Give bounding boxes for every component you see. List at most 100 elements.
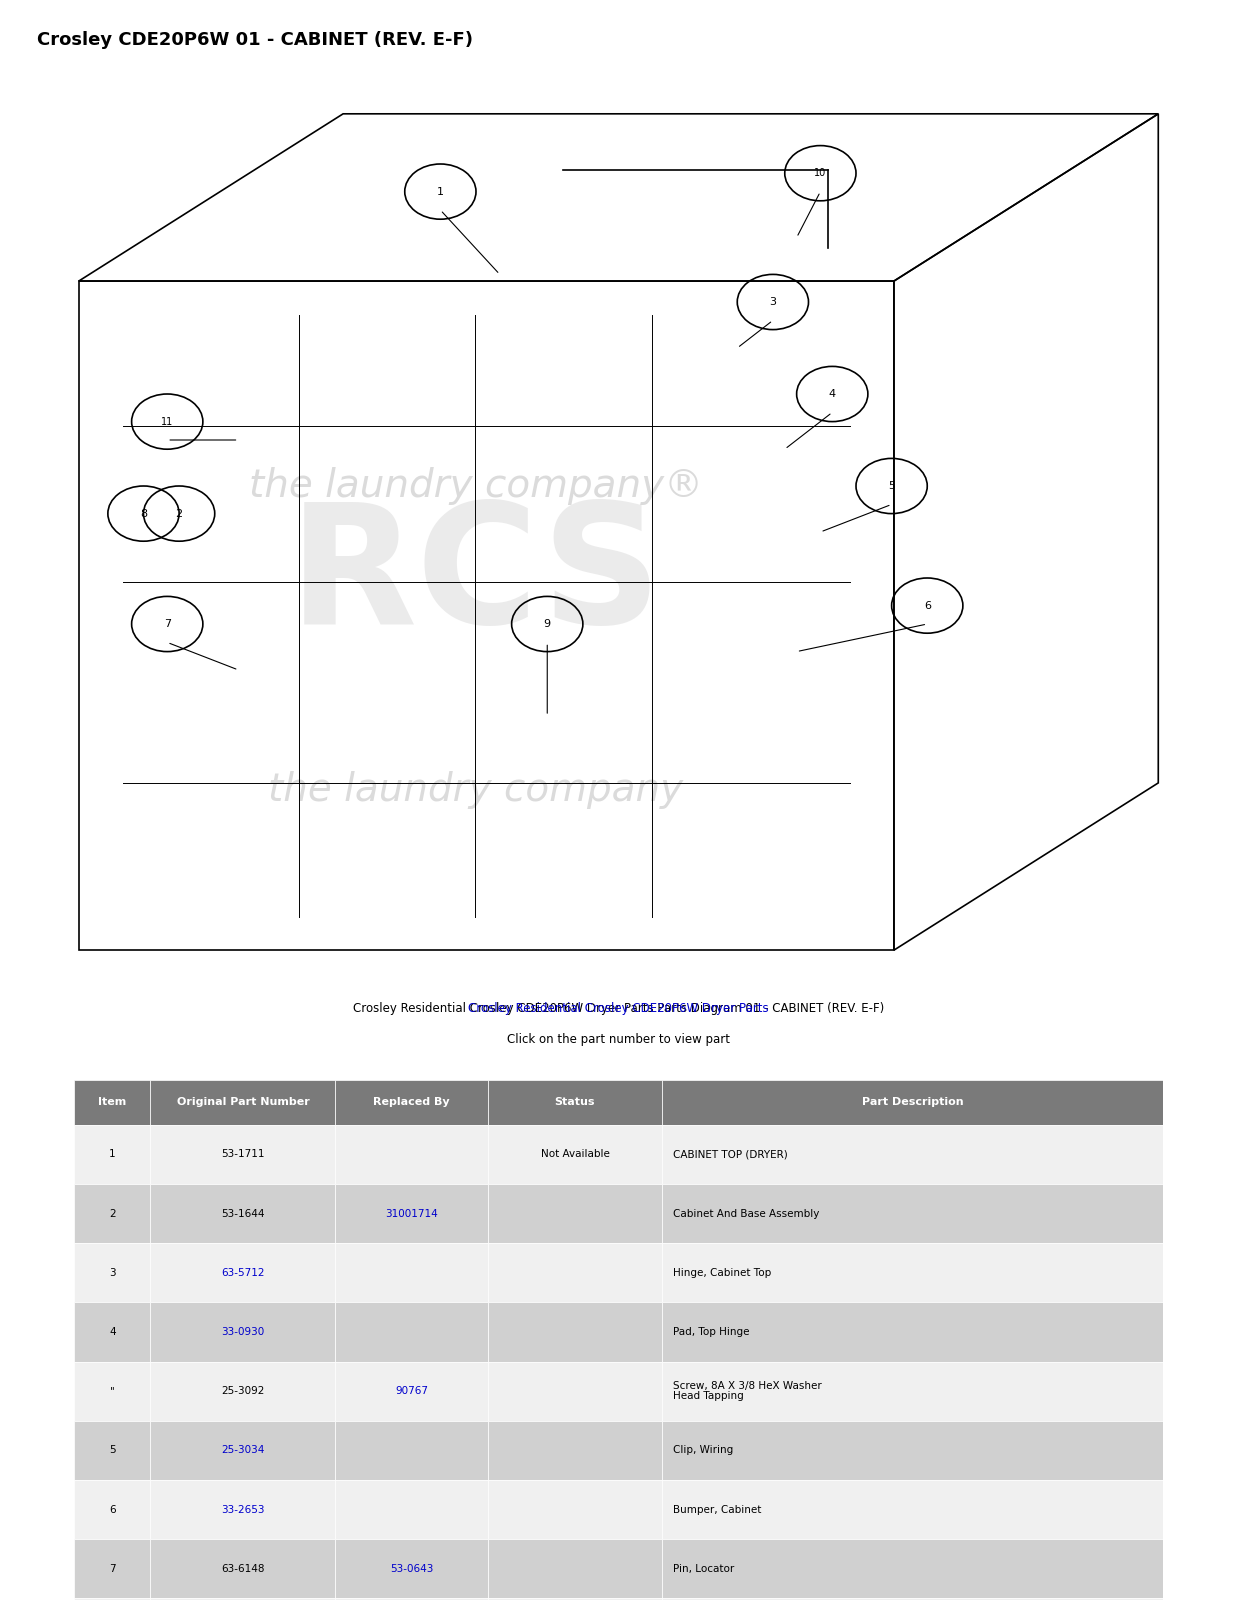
Text: Part Description: Part Description [862, 1098, 964, 1107]
FancyBboxPatch shape [74, 1184, 151, 1243]
FancyBboxPatch shape [662, 1243, 1163, 1302]
Text: Status: Status [554, 1098, 595, 1107]
Text: 31001714: 31001714 [385, 1208, 438, 1219]
Text: Crosley Residential Crosley CDE20P6W Dryer Parts Parts Diagram 01 - CABINET (REV: Crosley Residential Crosley CDE20P6W Dry… [353, 1002, 884, 1016]
FancyBboxPatch shape [335, 1480, 487, 1539]
Text: 63-5712: 63-5712 [221, 1267, 265, 1278]
Text: Cabinet And Base Assembly: Cabinet And Base Assembly [673, 1208, 819, 1219]
Text: Click on the part number to view part: Click on the part number to view part [507, 1034, 730, 1046]
FancyBboxPatch shape [335, 1184, 487, 1243]
Text: Pad, Top Hinge: Pad, Top Hinge [673, 1326, 750, 1338]
Text: 4: 4 [109, 1326, 115, 1338]
FancyBboxPatch shape [487, 1362, 662, 1421]
FancyBboxPatch shape [74, 1421, 151, 1480]
Text: 53-1711: 53-1711 [221, 1149, 265, 1160]
Text: ": " [110, 1386, 115, 1397]
FancyBboxPatch shape [662, 1302, 1163, 1362]
FancyBboxPatch shape [487, 1480, 662, 1539]
FancyBboxPatch shape [151, 1480, 335, 1539]
FancyBboxPatch shape [662, 1539, 1163, 1598]
Text: 7: 7 [163, 619, 171, 629]
Text: 53-1644: 53-1644 [221, 1208, 265, 1219]
FancyBboxPatch shape [487, 1539, 662, 1598]
FancyBboxPatch shape [151, 1362, 335, 1421]
FancyBboxPatch shape [662, 1362, 1163, 1421]
FancyBboxPatch shape [487, 1243, 662, 1302]
FancyBboxPatch shape [662, 1598, 1163, 1600]
FancyBboxPatch shape [335, 1539, 487, 1598]
FancyBboxPatch shape [335, 1243, 487, 1302]
Text: 7: 7 [109, 1563, 115, 1574]
FancyBboxPatch shape [487, 1421, 662, 1480]
Text: Screw, 8A X 3/8 HeX Washer: Screw, 8A X 3/8 HeX Washer [673, 1381, 821, 1390]
FancyBboxPatch shape [335, 1125, 487, 1184]
Text: 1: 1 [437, 187, 444, 197]
Text: Hinge, Cabinet Top: Hinge, Cabinet Top [673, 1267, 771, 1278]
Text: RCS: RCS [289, 496, 663, 659]
Text: 3: 3 [769, 298, 777, 307]
Text: 53-0643: 53-0643 [390, 1563, 433, 1574]
FancyBboxPatch shape [662, 1080, 1163, 1125]
Text: 3: 3 [109, 1267, 115, 1278]
Text: Crosley CDE20P6W 01 - CABINET (REV. E-F): Crosley CDE20P6W 01 - CABINET (REV. E-F) [37, 30, 473, 50]
FancyBboxPatch shape [335, 1362, 487, 1421]
FancyBboxPatch shape [335, 1598, 487, 1600]
FancyBboxPatch shape [487, 1184, 662, 1243]
FancyBboxPatch shape [151, 1539, 335, 1598]
Text: 4: 4 [829, 389, 836, 398]
FancyBboxPatch shape [151, 1080, 335, 1125]
Text: 63-6148: 63-6148 [221, 1563, 265, 1574]
Text: 25-3092: 25-3092 [221, 1386, 265, 1397]
FancyBboxPatch shape [662, 1480, 1163, 1539]
Text: 6: 6 [924, 600, 930, 611]
Text: Not Available: Not Available [541, 1149, 610, 1160]
Text: Clip, Wiring: Clip, Wiring [673, 1445, 734, 1456]
Text: 2: 2 [176, 509, 183, 518]
Text: 8: 8 [140, 509, 147, 518]
Text: 11: 11 [161, 416, 173, 427]
FancyBboxPatch shape [662, 1184, 1163, 1243]
Text: 9: 9 [544, 619, 550, 629]
FancyBboxPatch shape [151, 1125, 335, 1184]
FancyBboxPatch shape [74, 1125, 151, 1184]
FancyBboxPatch shape [74, 1598, 151, 1600]
FancyBboxPatch shape [151, 1302, 335, 1362]
Text: 5: 5 [888, 482, 896, 491]
FancyBboxPatch shape [74, 1480, 151, 1539]
FancyBboxPatch shape [662, 1421, 1163, 1480]
FancyBboxPatch shape [74, 1539, 151, 1598]
Text: 90767: 90767 [395, 1386, 428, 1397]
Text: 33-0930: 33-0930 [221, 1326, 265, 1338]
FancyBboxPatch shape [335, 1421, 487, 1480]
Text: Head Tapping: Head Tapping [673, 1392, 743, 1402]
Text: 5: 5 [109, 1445, 115, 1456]
FancyBboxPatch shape [662, 1125, 1163, 1184]
Text: the laundry company®: the laundry company® [249, 467, 703, 506]
Text: CABINET TOP (DRYER): CABINET TOP (DRYER) [673, 1149, 788, 1160]
FancyBboxPatch shape [487, 1125, 662, 1184]
Text: Item: Item [98, 1098, 126, 1107]
Text: 25-3034: 25-3034 [221, 1445, 265, 1456]
Text: Original Part Number: Original Part Number [177, 1098, 309, 1107]
FancyBboxPatch shape [151, 1598, 335, 1600]
FancyBboxPatch shape [151, 1243, 335, 1302]
Text: 2: 2 [109, 1208, 115, 1219]
Text: Bumper, Cabinet: Bumper, Cabinet [673, 1504, 761, 1515]
Text: 6: 6 [109, 1504, 115, 1515]
Text: Pin, Locator: Pin, Locator [673, 1563, 735, 1574]
FancyBboxPatch shape [487, 1302, 662, 1362]
FancyBboxPatch shape [487, 1598, 662, 1600]
Text: 10: 10 [814, 168, 826, 178]
Text: Replaced By: Replaced By [374, 1098, 450, 1107]
FancyBboxPatch shape [74, 1243, 151, 1302]
FancyBboxPatch shape [151, 1184, 335, 1243]
Text: 33-2653: 33-2653 [221, 1504, 265, 1515]
FancyBboxPatch shape [335, 1302, 487, 1362]
Text: the laundry company: the laundry company [268, 771, 684, 808]
FancyBboxPatch shape [74, 1302, 151, 1362]
FancyBboxPatch shape [74, 1362, 151, 1421]
Text: 1: 1 [109, 1149, 115, 1160]
FancyBboxPatch shape [487, 1080, 662, 1125]
FancyBboxPatch shape [74, 1080, 151, 1125]
FancyBboxPatch shape [151, 1421, 335, 1480]
